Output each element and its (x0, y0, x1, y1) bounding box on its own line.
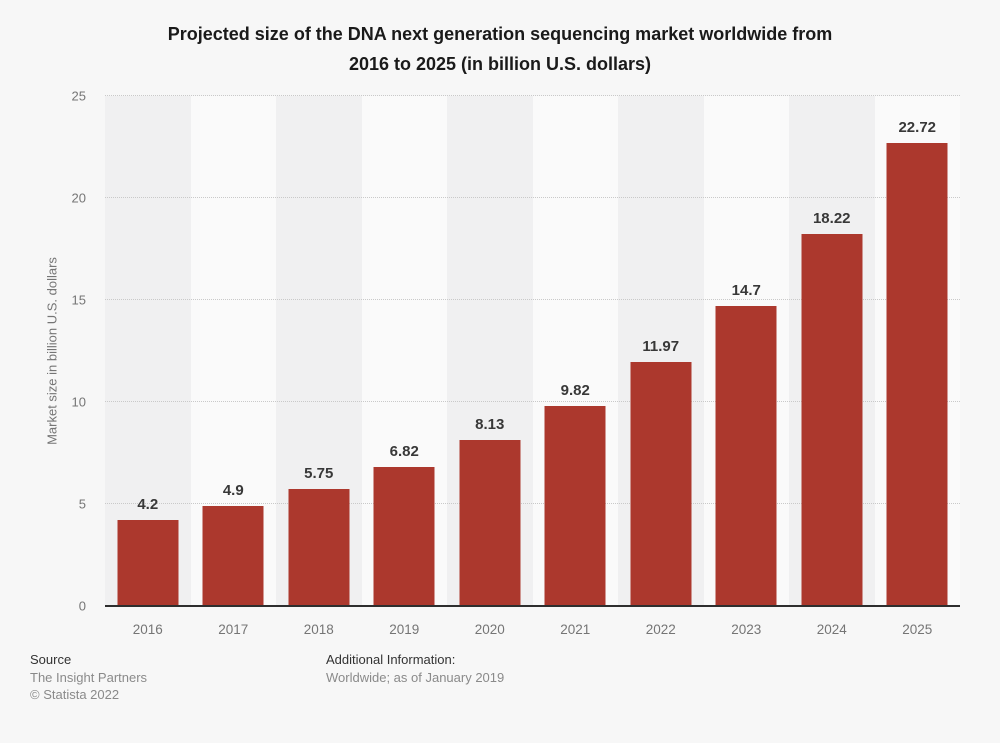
chart-column-2022: 11.97 (618, 96, 704, 606)
x-tick-2023: 2023 (731, 622, 762, 637)
plot-area: 4.2 4.9 5.75 6.82 8.13 9.82 11.97 14.7 18.22 22.7… (105, 95, 960, 607)
gridline-15 (105, 299, 960, 300)
y-tick-20: 20 (71, 190, 86, 206)
x-axis: 2016 2017 2018 2019 2020 2021 2022 2023 2024 2025 (105, 622, 960, 637)
copyright: © Statista 2022 (30, 687, 120, 702)
additional-info-block: Additional Information: Worldwide; as of… (326, 651, 504, 686)
y-tick-15: 15 (71, 292, 86, 308)
bar-2022[interactable] (630, 361, 692, 606)
chart-column-2020: 8.13 (447, 96, 533, 606)
bar-2019[interactable] (373, 466, 435, 606)
chart-column-2025: 22.72 (875, 96, 961, 606)
y-tick-0: 0 (78, 598, 86, 614)
x-tick-2024: 2024 (816, 622, 847, 637)
gridline-5 (105, 503, 960, 504)
x-tick-2025: 2025 (902, 622, 933, 637)
x-tick-2019: 2019 (389, 622, 420, 637)
source-block: Source The Insight Partners © Statista 2… (30, 651, 147, 704)
bar-value-label-2019: 6.82 (389, 442, 419, 460)
gridline-10 (105, 401, 960, 402)
chart-column-2017: 4.9 (191, 96, 277, 606)
bar-value-label-2023: 14.7 (731, 282, 761, 300)
source-label: Source (30, 652, 72, 667)
x-tick-2021: 2021 (560, 622, 591, 637)
bar-value-label-2016: 4.2 (137, 496, 159, 514)
x-tick-2022: 2022 (645, 622, 676, 637)
chart-column-2019: 6.82 (362, 96, 448, 606)
bar-value-label-2020: 8.13 (475, 416, 505, 434)
y-axis: 0 5 10 15 20 25 (0, 89, 86, 614)
bar-value-label-2017: 4.9 (222, 482, 244, 500)
gridline-25 (105, 95, 960, 96)
additional-info-value: Worldwide; as of January 2019 (326, 669, 505, 685)
chart-column-2023: 14.7 (704, 96, 790, 606)
bar-value-label-2025: 22.72 (898, 118, 937, 136)
y-tick-5: 5 (78, 496, 86, 512)
bar-2023[interactable] (715, 306, 777, 606)
chart-column-2018: 5.75 (276, 96, 362, 606)
y-tick-10: 10 (71, 394, 86, 410)
bar-columns: 4.2 4.9 5.75 6.82 8.13 9.82 11.97 14.7 18.22 22.7… (105, 96, 960, 606)
y-tick-25: 25 (71, 88, 86, 104)
bar-value-label-2021: 9.82 (560, 381, 590, 399)
x-tick-2020: 2020 (474, 622, 505, 637)
additional-info-label: Additional Information: (326, 652, 456, 667)
x-tick-2017: 2017 (218, 622, 249, 637)
bar-2017[interactable] (202, 506, 264, 606)
bar-value-label-2018: 5.75 (304, 464, 334, 482)
bar-value-label-2022: 11.97 (642, 337, 680, 355)
gridline-20 (105, 197, 960, 198)
chart-column-2016: 4.2 (105, 96, 191, 606)
bar-2025[interactable] (886, 142, 948, 606)
source-name: The Insight Partners (30, 669, 148, 685)
chart-column-2021: 9.82 (533, 96, 619, 606)
x-tick-2018: 2018 (303, 622, 334, 637)
x-axis-line (105, 605, 960, 607)
bar-value-label-2024: 18.22 (812, 210, 851, 228)
chart-title-line2: 2016 to 2025 (in billion U.S. dollars) (348, 54, 652, 74)
bar-2018[interactable] (288, 488, 350, 606)
bar-2016[interactable] (117, 520, 179, 606)
x-tick-2016: 2016 (132, 622, 163, 637)
chart-title: Projected size of the DNA next generatio… (50, 19, 950, 79)
bar-2021[interactable] (544, 405, 606, 606)
bar-2024[interactable] (801, 234, 863, 606)
chart-column-2024: 18.22 (789, 96, 875, 606)
chart-title-line1: Projected size of the DNA next generatio… (167, 24, 833, 44)
bar-2020[interactable] (459, 440, 521, 606)
